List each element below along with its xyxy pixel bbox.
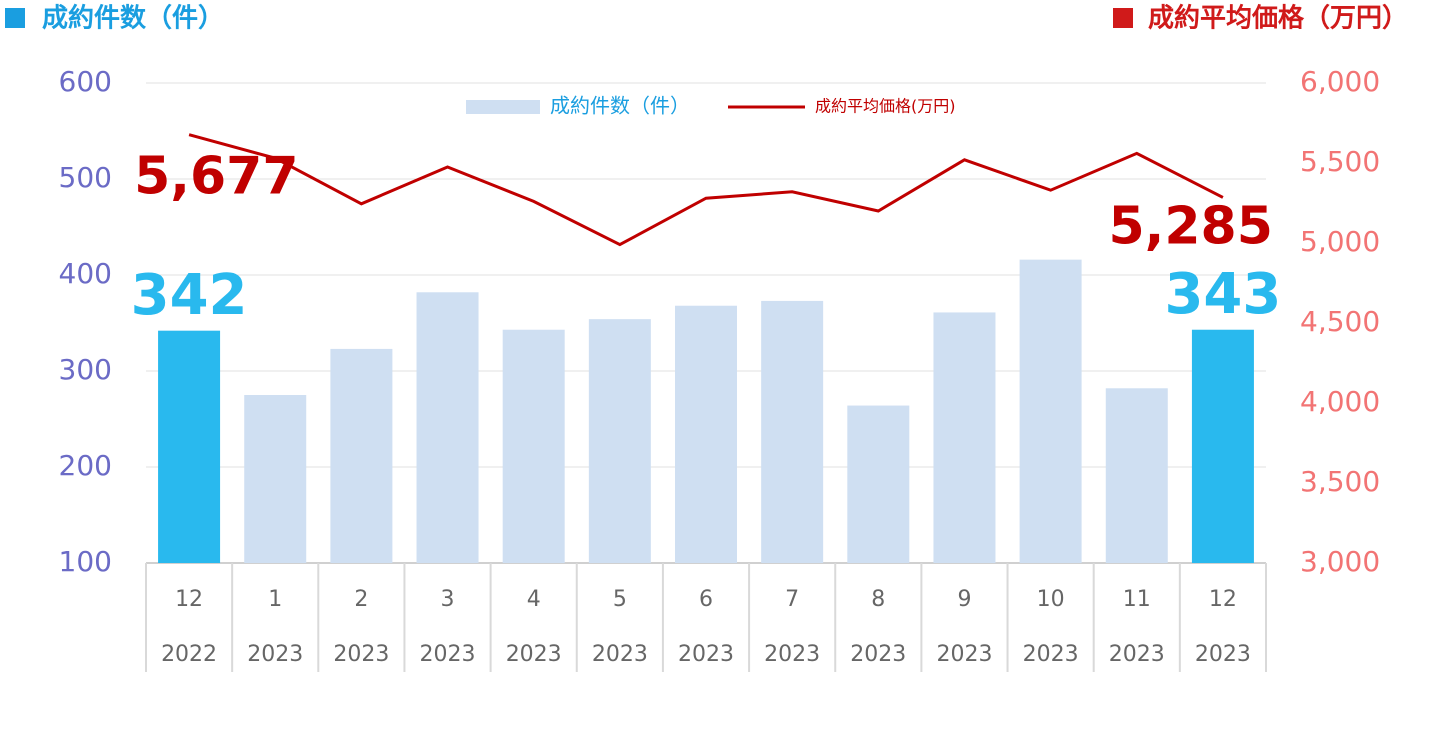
x-tick-label: 12 [175, 587, 203, 612]
x-tick-year: 2023 [333, 642, 389, 667]
chart-title-right: 成約平均価格（万円） [1148, 3, 1408, 34]
x-tick-year: 2023 [936, 642, 992, 667]
x-tick-year: 2023 [1023, 642, 1079, 667]
y2-tick-label: 4,500 [1300, 305, 1380, 338]
x-tick-label: 2 [354, 587, 368, 612]
bar [588, 319, 651, 563]
x-tick-label: 9 [957, 587, 971, 612]
x-tick-label: 6 [699, 587, 713, 612]
bar [244, 395, 307, 563]
y2-tick-label: 6,000 [1300, 65, 1380, 98]
bar [847, 405, 910, 563]
bar [1019, 259, 1082, 563]
y-tick-label: 300 [59, 353, 112, 386]
x-tick-year: 2023 [1109, 642, 1165, 667]
y2-tick-label: 3,000 [1300, 545, 1380, 578]
data-label: 343 [1164, 262, 1281, 327]
x-tick-label: 7 [785, 587, 799, 612]
x-tick-year: 2023 [247, 642, 303, 667]
y-tick-label: 100 [59, 545, 112, 578]
x-tick-year: 2023 [678, 642, 734, 667]
bar [502, 329, 565, 563]
x-tick-year: 2023 [850, 642, 906, 667]
x-tick-label: 11 [1123, 587, 1151, 612]
bar [1105, 388, 1168, 563]
legend-label: 成約平均価格(万円) [815, 97, 956, 116]
x-tick-year: 2023 [592, 642, 648, 667]
x-tick-year: 2022 [161, 642, 217, 667]
bar [933, 312, 996, 563]
x-tick-label: 1 [268, 587, 282, 612]
y2-tick-label: 3,500 [1300, 465, 1380, 498]
line [188, 133, 1224, 247]
bar [1191, 329, 1254, 563]
bar [416, 292, 479, 563]
legend-swatch [466, 100, 540, 114]
title-marker [1113, 8, 1133, 28]
x-tick-label: 12 [1209, 587, 1237, 612]
data-label: 5,677 [134, 147, 298, 207]
y2-tick-label: 4,000 [1300, 385, 1380, 418]
x-tick-year: 2023 [506, 642, 562, 667]
y2-tick-label: 5,000 [1300, 225, 1380, 258]
bar [330, 348, 393, 563]
x-tick-label: 3 [441, 587, 455, 612]
y2-tick-label: 5,500 [1300, 145, 1380, 178]
y-tick-label: 500 [59, 161, 112, 194]
y-tick-label: 600 [59, 65, 112, 98]
legend-label: 成約件数（件） [550, 94, 690, 118]
data-label: 342 [131, 263, 248, 328]
bar [158, 330, 221, 563]
x-tick-year: 2023 [420, 642, 476, 667]
x-tick-label: 5 [613, 587, 627, 612]
x-tick-label: 8 [871, 587, 885, 612]
y-tick-label: 400 [59, 257, 112, 290]
bar [761, 300, 824, 563]
chart-title: 成約件数（件） [42, 3, 224, 34]
x-tick-label: 10 [1037, 587, 1065, 612]
title-marker [5, 8, 25, 28]
bar [675, 305, 737, 563]
data-label: 5,285 [1108, 196, 1272, 256]
x-tick-year: 2023 [1195, 642, 1251, 667]
y-tick-label: 200 [59, 449, 112, 482]
x-tick-label: 4 [527, 587, 541, 612]
x-tick-year: 2023 [764, 642, 820, 667]
